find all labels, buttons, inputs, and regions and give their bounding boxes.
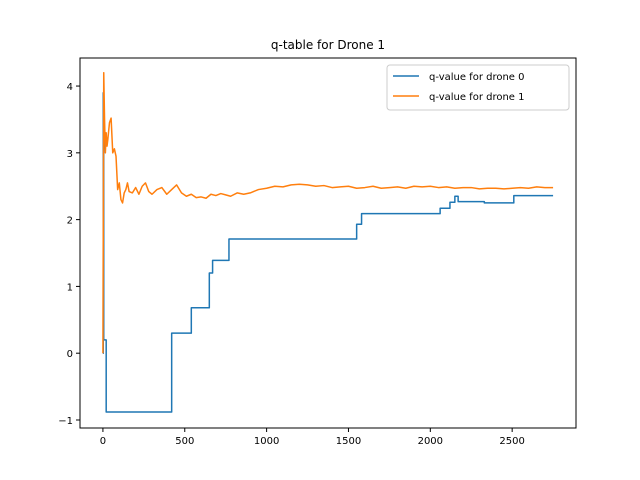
x-tick-label: 0: [100, 436, 106, 447]
legend: q-value for drone 0 q-value for drone 1: [386, 64, 570, 111]
legend-label: q-value for drone 0: [429, 72, 525, 83]
series-line-drone-0: [102, 91, 554, 413]
axes-frame: [79, 57, 577, 429]
x-tick-label: 2000: [418, 436, 443, 447]
legend-label: q-value for drone 1: [429, 92, 525, 103]
y-tick-label: 2: [67, 216, 73, 227]
legend-box: [386, 64, 570, 111]
series-line-drone-1: [102, 71, 554, 354]
y-tick-label: −1: [58, 416, 73, 427]
chart-title: q-table for Drone 1: [271, 38, 385, 52]
y-tick-label: 1: [67, 282, 73, 293]
y-tick-label: 4: [67, 82, 73, 93]
y-axis: −1 0 1 2 3 4: [58, 82, 80, 427]
x-tick-label: 500: [175, 436, 194, 447]
x-tick-label: 2500: [499, 436, 524, 447]
y-tick-label: 0: [67, 349, 73, 360]
plot-area: [102, 71, 554, 413]
x-axis: 0 500 1000 1500 2000 2500: [100, 428, 525, 447]
x-tick-label: 1000: [254, 436, 279, 447]
y-tick-label: 3: [67, 149, 73, 160]
x-tick-label: 1500: [336, 436, 361, 447]
